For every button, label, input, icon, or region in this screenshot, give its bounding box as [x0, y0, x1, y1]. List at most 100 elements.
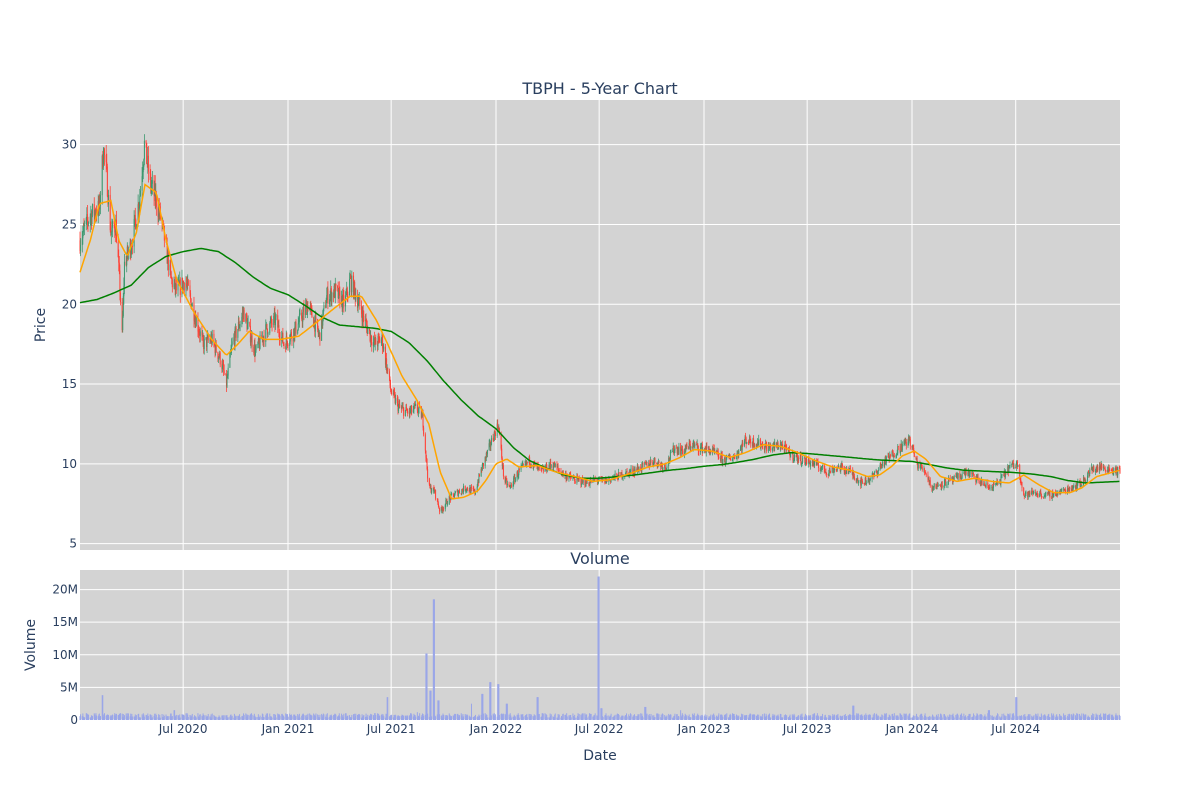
- candle-body: [928, 478, 930, 480]
- candle-body: [775, 442, 777, 447]
- candle-body: [436, 498, 438, 500]
- volume-bar: [598, 576, 600, 720]
- volume-bar: [556, 717, 558, 720]
- volume-bar: [474, 716, 476, 720]
- candle-body: [350, 277, 352, 278]
- candle-body: [546, 470, 548, 472]
- volume-bar: [358, 714, 360, 720]
- volume-bar: [1094, 717, 1096, 720]
- candle-body: [610, 479, 612, 482]
- volume-bar: [154, 713, 156, 720]
- candle-body: [470, 487, 472, 493]
- candle-body: [803, 457, 805, 459]
- volume-bar: [174, 710, 176, 720]
- volume-bar: [984, 714, 986, 720]
- candle-body: [888, 456, 890, 458]
- volume-bar: [1055, 715, 1057, 720]
- volume-bar: [618, 715, 620, 720]
- candle-body: [656, 462, 658, 464]
- candle-body: [676, 447, 678, 449]
- candle-body: [207, 335, 209, 341]
- volume-bar: [155, 713, 157, 720]
- volume-bar: [873, 717, 875, 720]
- candle-body: [502, 465, 504, 467]
- candle-body: [285, 336, 287, 350]
- volume-bar: [694, 716, 696, 720]
- candle-body: [928, 478, 930, 482]
- candle-body: [1009, 464, 1011, 467]
- volume-bar: [329, 714, 331, 720]
- volume-bar: [983, 715, 985, 720]
- candle-body: [478, 474, 480, 483]
- candle-body: [630, 468, 632, 472]
- candle-body: [217, 352, 219, 359]
- volume-bar: [781, 717, 783, 720]
- candle-body: [282, 343, 284, 344]
- candle-body: [90, 213, 92, 225]
- volume-bar: [670, 714, 672, 720]
- candle-body: [251, 335, 253, 341]
- candle-body: [1003, 474, 1005, 476]
- volume-bar: [343, 713, 345, 720]
- volume-bar: [708, 716, 710, 720]
- volume-bar: [1027, 716, 1029, 720]
- candle-body: [416, 404, 418, 411]
- candle-body: [394, 394, 396, 404]
- candle-body: [686, 444, 688, 447]
- volume-bar: [693, 713, 695, 720]
- candle-body: [87, 220, 89, 224]
- candle-body: [879, 465, 881, 471]
- candle-body: [418, 405, 420, 410]
- candle-body: [329, 299, 331, 305]
- candle-body: [957, 473, 959, 479]
- volume-bar: [628, 716, 630, 720]
- volume-bar: [170, 713, 172, 720]
- candle-body: [670, 451, 672, 453]
- volume-bar: [1112, 716, 1114, 720]
- candle-body: [237, 322, 239, 330]
- candle-body: [1105, 469, 1107, 473]
- candle-body: [717, 451, 719, 458]
- candle-body: [221, 363, 223, 370]
- candle-body: [401, 407, 403, 409]
- volume-bar: [437, 700, 439, 720]
- volume-bar: [524, 715, 526, 720]
- volume-bar: [929, 716, 931, 720]
- volume-bar: [770, 717, 772, 720]
- volume-bar: [701, 714, 703, 720]
- volume-bar: [1084, 716, 1086, 720]
- volume-bar: [262, 714, 264, 720]
- volume-bar: [197, 713, 199, 720]
- volume-bar: [185, 713, 187, 720]
- volume-bar: [104, 713, 106, 720]
- volume-bar: [493, 713, 495, 720]
- candle-body: [469, 487, 471, 492]
- volume-bar: [325, 716, 327, 720]
- volume-bar: [375, 715, 377, 720]
- volume-bar: [306, 716, 308, 720]
- volume-bar: [237, 715, 239, 720]
- volume-bar: [893, 713, 895, 720]
- volume-bar: [159, 717, 161, 720]
- volume-bar: [573, 716, 575, 720]
- volume-bar: [122, 716, 124, 720]
- volume-bar: [206, 716, 208, 720]
- volume-bar: [897, 715, 899, 720]
- candle-body: [1007, 466, 1009, 473]
- volume-bar: [257, 714, 259, 720]
- volume-bar: [441, 717, 443, 720]
- volume-bar: [753, 714, 755, 720]
- volume-bar: [794, 715, 796, 720]
- candle-body: [126, 257, 128, 266]
- candle-body: [1016, 461, 1018, 467]
- volume-bar: [717, 715, 719, 720]
- volume-bar: [396, 716, 398, 720]
- volume-bar: [852, 705, 854, 720]
- volume-bar: [221, 715, 223, 720]
- candle-body: [984, 484, 986, 487]
- volume-bar: [1109, 713, 1111, 720]
- candle-body: [104, 149, 106, 156]
- candle-body: [330, 288, 332, 302]
- candle-body: [138, 206, 140, 213]
- candle-body: [908, 436, 910, 443]
